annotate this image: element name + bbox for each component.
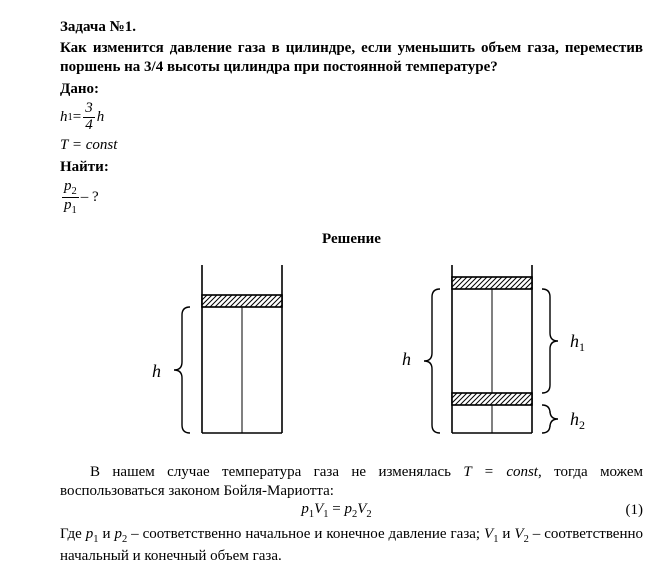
cylinder-diagram: h h h1 h2 bbox=[72, 255, 632, 445]
solution-heading: Решение bbox=[60, 230, 643, 249]
var-h: h bbox=[97, 108, 105, 127]
svg-text:h: h bbox=[402, 349, 411, 369]
equals: = bbox=[73, 108, 81, 127]
diagram-container: h h h1 h2 bbox=[60, 255, 643, 445]
fraction-p2-p1: p2 p1 bbox=[62, 179, 79, 216]
problem-statement: Как изменится давление газа в цилиндре, … bbox=[60, 39, 643, 77]
svg-text:h: h bbox=[152, 361, 161, 381]
given-eq-1: h1 = 3 4 h bbox=[60, 101, 643, 134]
find-expression: p2 p1 – ? bbox=[60, 179, 643, 216]
svg-text:h1: h1 bbox=[570, 331, 585, 354]
frac-p1: p1 bbox=[62, 197, 79, 216]
eq-T-const: T = const bbox=[60, 136, 117, 155]
text-1a: В нашем случае температура газа не измен… bbox=[90, 464, 463, 480]
paragraph-1: В нашем случае температура газа не измен… bbox=[60, 463, 643, 501]
eq-center: p1V1 = p2V2 bbox=[60, 500, 613, 521]
fraction-3-4: 3 4 bbox=[83, 101, 95, 134]
svg-text:h2: h2 bbox=[570, 409, 585, 432]
var-h1: h bbox=[60, 108, 68, 127]
page: Задача №1. Как изменится давление газа в… bbox=[0, 0, 671, 583]
find-label: Найти: bbox=[60, 158, 643, 177]
task-number: Задача №1. bbox=[60, 18, 643, 37]
frac-p2: p2 bbox=[62, 179, 79, 197]
question-mark: – ? bbox=[81, 188, 99, 207]
paragraph-2: Где p1 и p2 – соответственно начальное и… bbox=[60, 525, 643, 565]
eq-number: (1) bbox=[613, 501, 643, 520]
numbered-equation: p1V1 = p2V2 (1) bbox=[60, 500, 643, 521]
inline-eq-Tconst: T = const bbox=[463, 464, 538, 480]
frac-den: 4 bbox=[83, 117, 95, 134]
given-label: Дано: bbox=[60, 80, 643, 99]
given-eq-2: T = const bbox=[60, 136, 643, 155]
frac-num: 3 bbox=[83, 101, 95, 117]
